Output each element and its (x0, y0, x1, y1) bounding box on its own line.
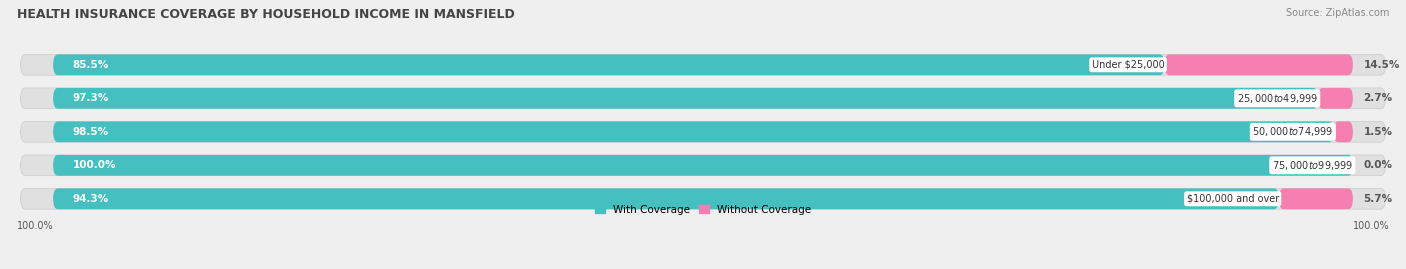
FancyBboxPatch shape (1317, 88, 1353, 109)
Text: 100.0%: 100.0% (73, 160, 117, 170)
FancyBboxPatch shape (53, 54, 1164, 75)
Text: 97.3%: 97.3% (73, 93, 108, 103)
FancyBboxPatch shape (21, 121, 1385, 142)
Text: HEALTH INSURANCE COVERAGE BY HOUSEHOLD INCOME IN MANSFIELD: HEALTH INSURANCE COVERAGE BY HOUSEHOLD I… (17, 8, 515, 21)
Text: 2.7%: 2.7% (1364, 93, 1392, 103)
Text: $50,000 to $74,999: $50,000 to $74,999 (1253, 125, 1333, 138)
Text: $100,000 and over: $100,000 and over (1187, 194, 1279, 204)
FancyBboxPatch shape (1279, 188, 1353, 209)
Text: Under $25,000: Under $25,000 (1091, 60, 1164, 70)
Text: 98.5%: 98.5% (73, 127, 108, 137)
FancyBboxPatch shape (53, 155, 1353, 176)
Text: 85.5%: 85.5% (73, 60, 108, 70)
Text: 14.5%: 14.5% (1364, 60, 1400, 70)
Text: Source: ZipAtlas.com: Source: ZipAtlas.com (1285, 8, 1389, 18)
FancyBboxPatch shape (1164, 54, 1353, 75)
Text: 100.0%: 100.0% (1353, 221, 1389, 231)
Text: 5.7%: 5.7% (1364, 194, 1392, 204)
Text: 1.5%: 1.5% (1364, 127, 1392, 137)
Legend: With Coverage, Without Coverage: With Coverage, Without Coverage (591, 201, 815, 219)
FancyBboxPatch shape (53, 88, 1317, 109)
Text: 94.3%: 94.3% (73, 194, 108, 204)
Text: $25,000 to $49,999: $25,000 to $49,999 (1237, 92, 1317, 105)
FancyBboxPatch shape (53, 121, 1333, 142)
FancyBboxPatch shape (21, 155, 1385, 176)
FancyBboxPatch shape (21, 88, 1385, 109)
FancyBboxPatch shape (21, 188, 1385, 209)
Text: $75,000 to $99,999: $75,000 to $99,999 (1272, 159, 1353, 172)
FancyBboxPatch shape (21, 54, 1385, 75)
Text: 100.0%: 100.0% (17, 221, 53, 231)
FancyBboxPatch shape (53, 188, 1279, 209)
Text: 0.0%: 0.0% (1364, 160, 1392, 170)
FancyBboxPatch shape (1333, 121, 1353, 142)
